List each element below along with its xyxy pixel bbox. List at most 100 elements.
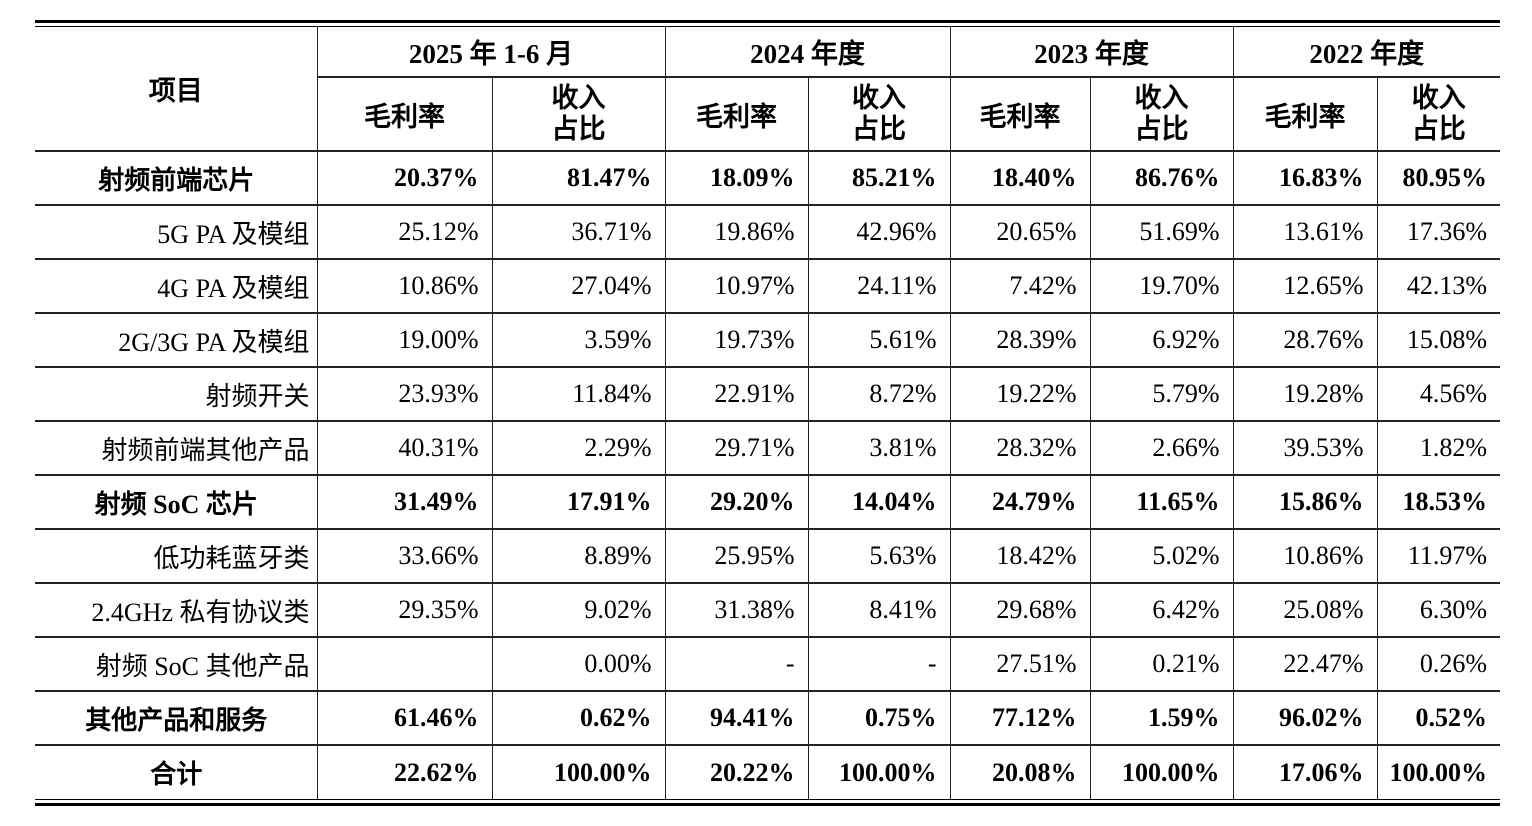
col-header-period-2025h1: 2025 年 1-6 月 (316, 27, 666, 78)
value-cell: 8.72% (807, 366, 951, 422)
value-cell: 10.86% (1232, 528, 1378, 584)
col-header-item: 项目 (35, 27, 318, 152)
value-cell: 31.49% (316, 474, 493, 530)
col-header-gross-margin: 毛利率 (664, 76, 809, 152)
value-cell: 6.42% (1089, 582, 1234, 638)
value-cell: 19.28% (1232, 366, 1378, 422)
row-label: 射频前端芯片 (35, 150, 318, 206)
value-cell: 3.81% (807, 420, 951, 476)
value-cell: 8.89% (491, 528, 666, 584)
value-cell: 5.61% (807, 312, 951, 368)
col-header-period-2023: 2023 年度 (949, 27, 1234, 78)
table-row: 2G/3G PA 及模组 19.00% 3.59% 19.73% 5.61% 28.39%… (35, 312, 1500, 368)
value-cell: 17.06% (1232, 744, 1378, 799)
value-cell: 40.31% (316, 420, 493, 476)
value-cell: 85.21% (807, 150, 951, 206)
value-cell: 19.70% (1089, 258, 1234, 314)
value-cell: 80.95% (1376, 150, 1500, 206)
value-cell: 0.62% (491, 690, 666, 746)
value-cell: 18.40% (949, 150, 1091, 206)
col-header-revenue-share: 收入 占比 (491, 76, 666, 152)
value-cell: 6.92% (1089, 312, 1234, 368)
row-label: 其他产品和服务 (35, 690, 318, 746)
value-cell: 19.22% (949, 366, 1091, 422)
value-cell: 29.35% (316, 582, 493, 638)
value-cell: 25.95% (664, 528, 809, 584)
table-row: 射频 SoC 其他产品 0.00% - -27.51% 0.21% 22.47% 0.26% (35, 636, 1500, 692)
value-cell: 19.00% (316, 312, 493, 368)
value-cell: 9.02% (491, 582, 666, 638)
value-cell: 27.51% (949, 636, 1091, 692)
value-cell: 28.76% (1232, 312, 1378, 368)
value-cell: 20.22% (664, 744, 809, 799)
value-cell: 100.00% (491, 744, 666, 799)
row-label: 射频前端其他产品 (35, 420, 318, 476)
value-cell: 77.12% (949, 690, 1091, 746)
table-body: 射频前端芯片 20.37% 81.47% 18.09% 85.21% 18.40% 86.7… (35, 150, 1500, 799)
value-cell: 19.73% (664, 312, 809, 368)
value-cell: 13.61% (1232, 204, 1378, 260)
value-cell: 4.56% (1376, 366, 1500, 422)
value-cell: 100.00% (807, 744, 951, 799)
metric-header-row: 毛利率 收入 占比 毛利率 收入 占比 毛利率 收入 占比 毛利率 收入 占比 (35, 76, 1500, 152)
table-row: 射频前端其他产品 40.31% 2.29% 29.71% 3.81% 28.32% 2.66… (35, 420, 1500, 476)
row-label: 射频 SoC 其他产品 (35, 636, 318, 692)
value-cell: 12.65% (1232, 258, 1378, 314)
value-cell: 42.13% (1376, 258, 1500, 314)
row-label: 5G PA 及模组 (35, 204, 318, 260)
value-cell: 25.08% (1232, 582, 1378, 638)
value-cell: 19.86% (664, 204, 809, 260)
value-cell: 0.26% (1376, 636, 1500, 692)
col-header-gross-margin: 毛利率 (1232, 76, 1378, 152)
value-cell: 94.41% (664, 690, 809, 746)
col-header-period-2022: 2022 年度 (1232, 27, 1500, 78)
value-cell: 16.83% (1232, 150, 1378, 206)
value-cell: 81.47% (491, 150, 666, 206)
value-cell: 22.62% (316, 744, 493, 799)
value-cell: 10.97% (664, 258, 809, 314)
col-header-period-2024: 2024 年度 (664, 27, 951, 78)
value-cell: 20.37% (316, 150, 493, 206)
value-cell: 29.68% (949, 582, 1091, 638)
value-cell: 1.82% (1376, 420, 1500, 476)
table-row: 射频前端芯片 20.37% 81.47% 18.09% 85.21% 18.40% 86.7… (35, 150, 1500, 206)
value-cell: 33.66% (316, 528, 493, 584)
col-header-revenue-share: 收入 占比 (807, 76, 951, 152)
value-cell: 27.04% (491, 258, 666, 314)
row-label: 2.4GHz 私有协议类 (35, 582, 318, 638)
period-header-row: 项目 2025 年 1-6 月 2024 年度 2023 年度 2022 年度 (35, 27, 1500, 152)
table-row: 射频 SoC 芯片 31.49% 17.91% 29.20% 14.04% 24.79% 1… (35, 474, 1500, 530)
table-row: 2.4GHz 私有协议类 29.35% 9.02% 31.38% 8.41% 29.68%… (35, 582, 1500, 638)
table-row: 5G PA 及模组 25.12% 36.71% 19.86% 42.96% 20.65% 5… (35, 204, 1500, 260)
value-cell: 100.00% (1376, 744, 1500, 799)
value-cell: 17.36% (1376, 204, 1500, 260)
table-row: 低功耗蓝牙类 33.66% 8.89% 25.95% 5.63% 18.42% 5.02% 1… (35, 528, 1500, 584)
table-row: 其他产品和服务 61.46% 0.62% 94.41% 0.75% 77.12% 1.59%… (35, 690, 1500, 746)
value-cell: 11.97% (1376, 528, 1500, 584)
value-cell: 7.42% (949, 258, 1091, 314)
value-cell: 29.20% (664, 474, 809, 530)
value-cell: 5.02% (1089, 528, 1234, 584)
value-cell: 2.66% (1089, 420, 1234, 476)
col-header-revenue-share: 收入 占比 (1089, 76, 1234, 152)
table-header: 项目 2025 年 1-6 月 2024 年度 2023 年度 2022 年度 … (35, 27, 1500, 152)
value-cell: 31.38% (664, 582, 809, 638)
value-cell: 10.86% (316, 258, 493, 314)
value-cell: 29.71% (664, 420, 809, 476)
row-label: 2G/3G PA 及模组 (35, 312, 318, 368)
value-cell: 11.65% (1089, 474, 1234, 530)
gross-margin-revenue-table: 项目 2025 年 1-6 月 2024 年度 2023 年度 2022 年度 … (35, 27, 1500, 799)
value-cell: 61.46% (316, 690, 493, 746)
row-label: 低功耗蓝牙类 (35, 528, 318, 584)
value-cell: 17.91% (491, 474, 666, 530)
value-cell: 39.53% (1232, 420, 1378, 476)
value-cell: 22.47% (1232, 636, 1378, 692)
value-cell: 86.76% (1089, 150, 1234, 206)
value-cell: 24.11% (807, 258, 951, 314)
col-header-gross-margin: 毛利率 (949, 76, 1091, 152)
value-cell: 0.00% (491, 636, 666, 692)
value-cell: 28.39% (949, 312, 1091, 368)
value-cell: 0.21% (1089, 636, 1234, 692)
value-cell: 20.65% (949, 204, 1091, 260)
value-cell: 18.53% (1376, 474, 1500, 530)
